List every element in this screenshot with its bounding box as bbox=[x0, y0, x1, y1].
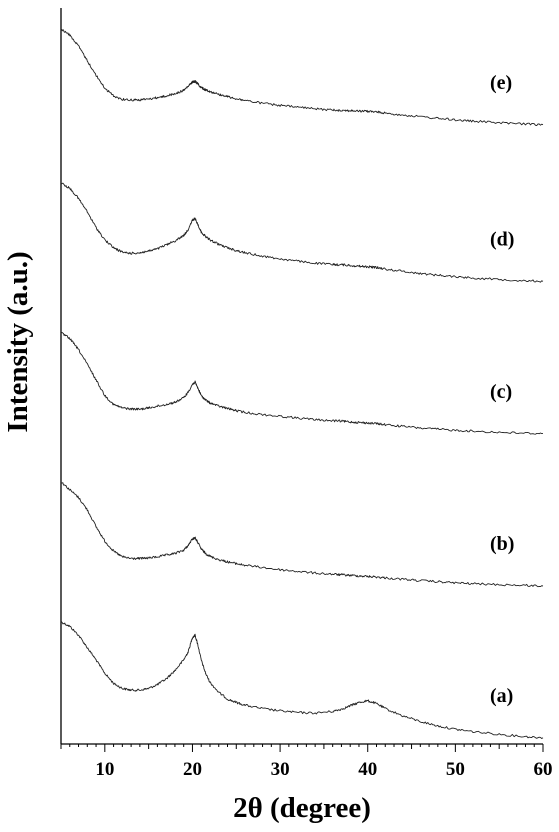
series-label: (d) bbox=[490, 228, 514, 250]
x-tick-label: 20 bbox=[183, 759, 202, 780]
x-axis-ticks: 10 20 30 40 50 60 bbox=[60, 744, 553, 780]
series-trace-1 bbox=[60, 482, 544, 588]
x-tick-label: 30 bbox=[271, 759, 290, 780]
series-label: (c) bbox=[490, 381, 512, 403]
series-trace-4 bbox=[60, 29, 544, 127]
x-tick-label: 50 bbox=[446, 759, 465, 780]
series-label: (b) bbox=[490, 533, 514, 555]
series-labels: (a) (b) (c) (d) (e) bbox=[490, 72, 514, 707]
series-label: (e) bbox=[490, 72, 512, 94]
y-axis-title: Intensity (a.u.) bbox=[2, 251, 34, 432]
series-trace-0 bbox=[60, 621, 544, 739]
series-trace-3 bbox=[60, 182, 544, 283]
x-axis-title: 2θ (degree) bbox=[233, 792, 371, 824]
series-traces bbox=[60, 29, 544, 739]
x-tick-label: 60 bbox=[534, 759, 553, 780]
plot-frame bbox=[60, 8, 543, 745]
x-tick-label: 10 bbox=[95, 759, 114, 780]
series-label: (a) bbox=[490, 685, 513, 707]
series-trace-2 bbox=[60, 332, 543, 435]
x-tick-label: 40 bbox=[358, 759, 377, 780]
